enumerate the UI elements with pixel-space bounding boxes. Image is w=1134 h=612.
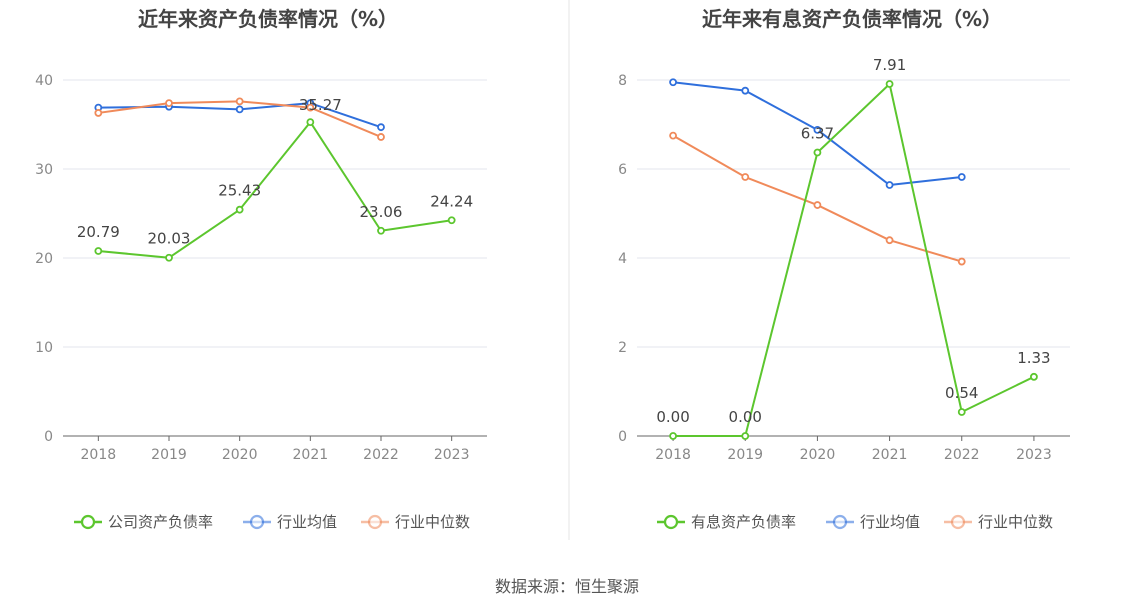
x-tick-label: 2023 [1016,447,1052,463]
point-median [165,99,173,108]
legend-marker [367,514,383,530]
chart-title: 近年来有息资产负债率情况（%） [702,7,1002,31]
point-company [235,205,244,214]
legend-marker [249,514,265,530]
legend-marker [832,514,848,530]
legend-item-median: 行业中位数 [944,513,1053,531]
point-median [235,97,244,106]
y-tick-label: 40 [35,73,53,89]
point-company [885,80,894,88]
legend-label: 有息资产负债率 [691,513,796,531]
point-avg [957,173,966,181]
data-source: 数据来源：恒生聚源 [495,577,639,596]
data-label: 0.54 [945,384,978,402]
legend-marker [80,514,96,530]
point-median [94,109,103,117]
point-company [447,216,456,225]
point-avg [813,125,822,134]
x-tick-label: 2023 [434,447,470,463]
point-median [885,236,894,245]
point-avg [669,78,677,87]
point-company [957,408,966,416]
data-label: 24.24 [430,192,473,210]
legend-marker [663,514,679,530]
legend-marker [950,514,966,530]
point-company [165,253,173,262]
chart-title: 近年来资产负债率情况（%） [138,7,398,31]
chart-debt-ratio: 近年来资产负债率情况（%） 0 10 20 30 40 2018 2019 2020 2021 20… [35,7,487,531]
point-company [94,247,103,255]
y-tick-label: 30 [35,162,53,178]
point-avg [377,123,385,132]
y-tick-label: 6 [618,162,627,178]
point-avg [235,105,244,114]
point-company [306,118,315,126]
chart-interest-bearing-debt-ratio: 近年来有息资产负债率情况（%） 0 2 4 6 8 2018 2019 2020 2021 2022… [618,7,1070,531]
point-company [669,432,677,440]
data-label: 1.33 [1017,349,1050,367]
legend-item-company: 有息资产负债率 [657,513,796,531]
point-company [741,432,750,440]
point-median [741,173,750,181]
y-tick-label: 0 [44,429,53,445]
data-label: 0.00 [729,408,762,426]
x-tick-label: 2021 [872,447,908,463]
y-tick-label: 20 [35,251,53,267]
point-median [957,257,966,266]
point-median [669,131,677,140]
data-label: 6.37 [801,125,834,143]
data-label: 20.79 [77,223,120,241]
legend-item-avg: 行业均值 [243,513,337,531]
series-line-company [673,83,1035,437]
series-line-company [98,121,452,259]
data-label: 25.43 [218,182,261,200]
x-tick-label: 2021 [293,447,329,463]
legend-label: 行业中位数 [978,513,1053,531]
y-tick-label: 4 [618,251,627,267]
y-tick-label: 0 [618,429,627,445]
x-tick-label: 2022 [363,447,399,463]
legend-label: 行业中位数 [395,513,470,531]
point-median [377,133,385,141]
data-label: 23.06 [360,203,403,221]
point-company [813,148,822,157]
x-tick-label: 2018 [81,447,117,463]
x-tick-label: 2022 [944,447,980,463]
data-label: 0.00 [656,408,689,426]
x-tick-label: 2020 [800,447,836,463]
y-tick-label: 2 [618,340,627,356]
point-avg [885,181,894,189]
x-tick-label: 2020 [222,447,258,463]
data-label: 20.03 [148,230,191,248]
legend-item-median: 行业中位数 [361,513,470,531]
legend-label: 行业均值 [277,513,337,531]
point-median [306,103,315,112]
data-label: 7.91 [873,56,906,74]
legend-label: 公司资产负债率 [108,513,213,531]
legend-item-avg: 行业均值 [826,513,920,531]
legend-label: 行业均值 [860,513,920,531]
y-tick-label: 10 [35,340,53,356]
data-label: 35.27 [299,96,342,114]
y-tick-label: 8 [618,73,627,89]
x-tick-label: 2019 [151,447,187,463]
legend-item-company: 公司资产负债率 [74,513,213,531]
point-company [1030,372,1038,381]
point-avg [741,86,750,95]
point-median [813,201,822,209]
point-company [377,226,385,235]
x-tick-label: 2018 [655,447,691,463]
x-tick-label: 2019 [727,447,763,463]
